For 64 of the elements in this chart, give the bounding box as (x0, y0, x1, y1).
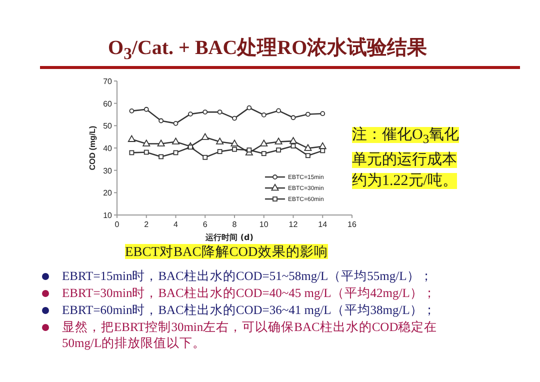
point (320, 148, 326, 154)
point (274, 138, 282, 144)
y-tick-label: 20 (103, 188, 113, 198)
text: EBRT=30min时，BAC柱出水的COD=40~45 mg/L（平均42mg/L）； (62, 285, 437, 301)
point (217, 149, 222, 154)
point (157, 140, 165, 146)
x-tick-label: 8 (232, 220, 238, 229)
point (202, 154, 208, 160)
point (158, 118, 164, 124)
point (290, 137, 297, 144)
point (276, 148, 282, 152)
point (304, 144, 312, 151)
point (188, 112, 193, 117)
x-tick-label: 4 (174, 220, 179, 229)
point (246, 148, 252, 152)
point (172, 138, 180, 144)
point (144, 150, 149, 155)
x-axis-title: 运行时间 (d) (204, 233, 254, 242)
y-axis-title: COD (mg/L) (88, 125, 97, 170)
point (290, 115, 296, 120)
y-tick-label: 30 (103, 166, 113, 176)
point (246, 105, 252, 110)
point (230, 140, 238, 146)
x-tick-label: 12 (288, 220, 298, 229)
point (158, 154, 164, 160)
y-tick-label: 70 (103, 77, 113, 86)
x-tick-label: 6 (202, 220, 208, 229)
y-tick-label: 50 (103, 122, 113, 131)
text: EBRT=15min时，BAC柱出水的COD=51~58mg/L（平均55mg/L）； (62, 268, 434, 284)
point (142, 140, 150, 146)
point (173, 150, 178, 156)
point (129, 150, 134, 156)
text: EBCT对BAC降解COD效果的影响 (125, 244, 328, 259)
point (201, 133, 209, 140)
annotation: 注：催化O$_{3}$氧化单元的运行成本约为1.22元/吨。 (352, 127, 460, 189)
point (261, 112, 266, 118)
point (320, 111, 326, 116)
text: 显然，把EBRT控制30min左右，可以确保BAC柱出水的COD稳定在50mg/L的排放限值以下。 (62, 319, 438, 351)
point (188, 144, 193, 150)
point (260, 140, 268, 146)
point (216, 138, 224, 144)
y-tick-label: 60 (103, 99, 113, 108)
y-tick-label: 10 (103, 211, 113, 220)
y-tick-label: 40 (103, 144, 113, 153)
x-tick-label: 14 (318, 220, 328, 229)
x-tick-label: 16 (348, 220, 357, 229)
point (173, 120, 178, 126)
point (261, 151, 266, 156)
x-tick-label: 0 (114, 220, 120, 229)
chart-title: O$_{3}$/Cat. + BAC处理RO浓水试验结果 (108, 36, 428, 64)
x-tick-label: 2 (144, 220, 150, 229)
point (144, 106, 149, 112)
point (129, 108, 134, 114)
text: EBRT=60min时，BAC柱出水的COD=36~41 mg/L（平均38mg/L）； (62, 302, 437, 318)
point (276, 108, 282, 114)
point (202, 110, 208, 114)
x-tick-label: 10 (259, 220, 269, 229)
point (128, 135, 136, 142)
point (305, 153, 310, 158)
point (305, 112, 310, 117)
point (217, 110, 222, 114)
point (232, 146, 237, 152)
point (290, 144, 296, 148)
point (232, 116, 237, 121)
